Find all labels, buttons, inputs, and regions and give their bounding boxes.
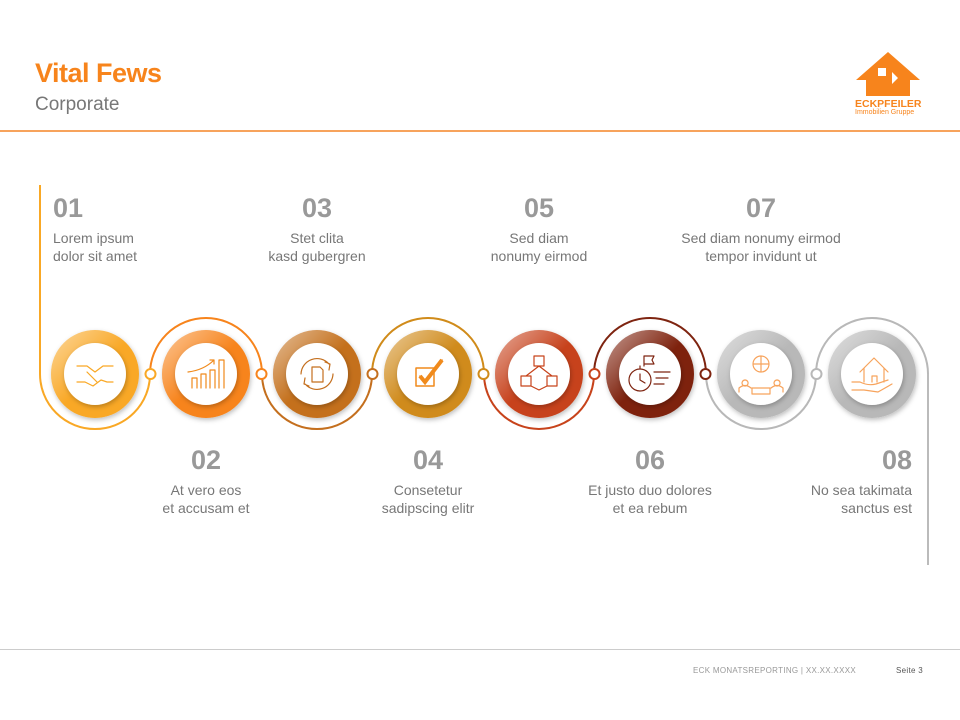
step-text-line1: Sed diam — [509, 230, 569, 246]
step-text-line2: dolor sit amet — [53, 248, 138, 264]
house-logo-icon — [856, 52, 920, 96]
header-divider — [0, 130, 960, 132]
step-text-line2: sanctus est — [841, 500, 912, 516]
step-text-line1: Sed diam nonumy eirmod — [681, 230, 841, 246]
step-number: 02 — [190, 445, 222, 475]
timeline-node — [255, 368, 268, 380]
step-text-line1: Stet clita — [290, 230, 344, 246]
footer-report: ECK MONATSREPORTING | XX.XX.XXXX — [693, 666, 856, 675]
step-label-08: 08 No sea takimata sanctus est — [712, 445, 912, 517]
step-label-07: 07 Sed diam nonumy eirmod tempor invidunt … — [661, 193, 861, 265]
step-label-03: 03 Stet clita kasd gubergren — [217, 193, 417, 265]
step-number: 07 — [745, 193, 777, 223]
page-title: Vital Fews — [35, 58, 162, 88]
step-circle-02 — [162, 330, 250, 418]
timeline-node — [699, 368, 712, 380]
step-label-01: 01 Lorem ipsum dolor sit amet — [53, 193, 253, 265]
page-subtitle: Corporate — [35, 94, 120, 115]
step-label-04: 04 Consetetur sadipscing elitr — [328, 445, 528, 517]
step-number: 06 — [634, 445, 666, 475]
step-text-line1: Et justo duo dolores — [588, 482, 712, 498]
global-team-icon — [738, 355, 784, 395]
step-circle-01 — [51, 330, 139, 418]
step-text-line2: tempor invidunt ut — [705, 248, 817, 264]
document-refresh-icon — [300, 357, 334, 391]
logo-name: ECKPFEILER — [855, 98, 922, 110]
timeline-arc — [39, 373, 151, 430]
step-number: 08 — [881, 445, 912, 475]
step-text-line1: At vero eos — [170, 482, 242, 498]
timeline-arc — [149, 317, 263, 375]
house-in-hand-icon — [851, 357, 893, 393]
stopwatch-flag-icon — [628, 355, 671, 392]
handshake-icon — [76, 365, 114, 387]
timeline-arc — [261, 373, 373, 430]
step-label-06: 06 Et justo duo dolores et ea rebum — [550, 445, 750, 517]
step-text-line2: nonumy eirmod — [490, 248, 588, 264]
cubes-network-icon — [520, 355, 558, 391]
step-text-line2: sadipscing elitr — [381, 500, 475, 516]
timeline-arc — [483, 373, 595, 430]
timeline-node — [477, 368, 490, 380]
step-text-line2: et accusam et — [162, 500, 250, 516]
company-logo: ECKPFEILER Immobilien Gruppe — [852, 50, 924, 120]
timeline-node — [588, 368, 601, 380]
step-number: 01 — [53, 193, 84, 223]
step-number: 03 — [301, 193, 333, 223]
step-text-line1: Consetetur — [393, 482, 463, 498]
step-circle-05 — [495, 330, 583, 418]
step-number: 05 — [523, 193, 555, 223]
step-text-line1: No sea takimata — [810, 482, 912, 498]
timeline-node — [810, 368, 823, 380]
page-number: Seite 3 — [896, 666, 924, 675]
step-text-line1: Lorem ipsum — [53, 230, 134, 246]
timeline-arc — [371, 317, 485, 375]
step-circle-07 — [717, 330, 805, 418]
checkbox-icon — [415, 358, 444, 387]
timeline-arc — [705, 373, 817, 430]
step-circle-04 — [384, 330, 472, 418]
timeline-node — [144, 368, 157, 380]
timeline-node — [366, 368, 379, 380]
footer-divider — [0, 649, 960, 650]
step-text-line2: et ea rebum — [612, 500, 688, 516]
timeline-arc — [815, 317, 929, 375]
logo-tagline: Immobilien Gruppe — [855, 109, 915, 116]
step-circle-06 — [606, 330, 694, 418]
step-circle-08 — [828, 330, 916, 418]
step-label-05: 05 Sed diam nonumy eirmod — [439, 193, 639, 265]
step-number: 04 — [412, 445, 444, 475]
step-label-02: 02 At vero eos et accusam et — [106, 445, 306, 517]
step-text-line2: kasd gubergren — [268, 248, 366, 264]
timeline-arc — [593, 317, 707, 375]
growth-chart-icon — [187, 359, 225, 389]
step-circle-03 — [273, 330, 361, 418]
